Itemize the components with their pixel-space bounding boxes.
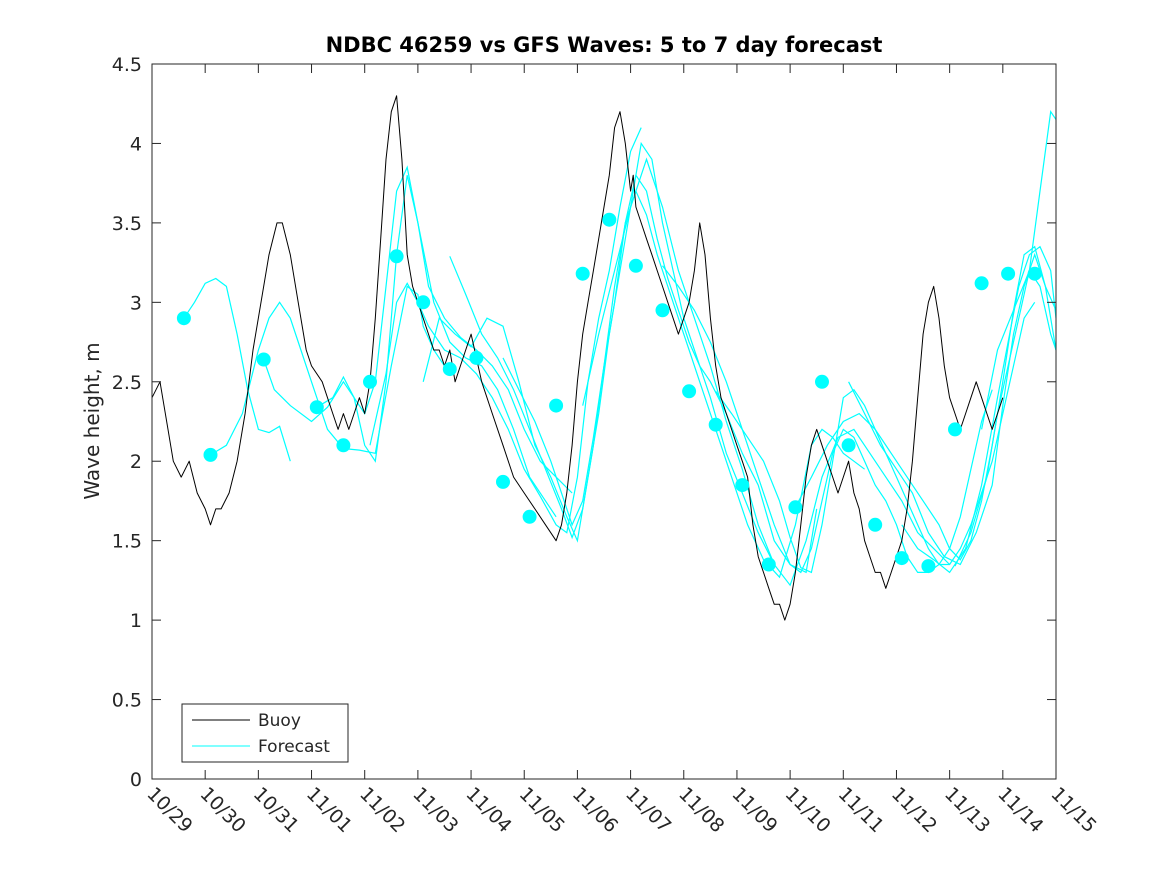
forecast-marker	[336, 438, 351, 453]
y-tick-label: 0	[130, 769, 142, 791]
forecast-line-8	[502, 189, 865, 579]
forecast-line-9	[582, 157, 951, 587]
forecast-marker	[549, 398, 564, 413]
forecast-line-2	[210, 285, 445, 456]
forecast-marker	[575, 266, 590, 281]
legend-label-forecast: Forecast	[258, 737, 330, 757]
forecast-marker	[948, 422, 962, 437]
forecast-line-12	[794, 245, 1056, 561]
forecast-marker	[628, 258, 643, 273]
forecast-marker	[1001, 266, 1016, 281]
forecast-marker	[974, 276, 989, 291]
forecast-marker	[309, 400, 324, 415]
chart-title: NDBC 46259 vs GFS Waves: 5 to 7 day fore…	[326, 33, 883, 57]
forecast-marker	[203, 447, 218, 462]
y-tick-label: 1.5	[112, 531, 142, 553]
forecast-line-7	[449, 173, 818, 574]
y-tick-label: 3.5	[112, 213, 142, 235]
forecast-marker	[442, 362, 457, 377]
forecast-line-5	[369, 127, 642, 534]
y-axis-label: Wave height, m	[80, 342, 104, 499]
forecast-marker	[389, 249, 404, 264]
y-tick-label: 2	[130, 451, 142, 473]
legend-label-buoy: Buoy	[258, 711, 301, 731]
y-tick-label: 4.5	[112, 54, 142, 76]
plot-frame	[151, 63, 1057, 780]
forecast-marker	[682, 384, 697, 399]
forecast-marker	[735, 478, 750, 493]
forecast-marker	[416, 295, 431, 310]
forecast-marker	[363, 374, 377, 389]
y-tick-label: 2.5	[112, 372, 142, 394]
y-tick-label: 4	[130, 133, 142, 155]
legend: Buoy Forecast	[181, 703, 349, 763]
legend-box	[181, 703, 349, 763]
forecast-line-1	[183, 277, 291, 462]
forecast-marker	[256, 352, 271, 367]
forecast-marker	[788, 500, 803, 515]
forecast-marker	[469, 350, 484, 365]
forecast-marker	[655, 303, 670, 318]
forecast-line-15	[954, 269, 1056, 567]
forecast-line-3	[263, 175, 573, 494]
plot-background	[152, 64, 1056, 779]
forecast-marker	[496, 474, 510, 489]
data-layer	[152, 95, 1056, 621]
forecast-marker	[894, 551, 909, 566]
forecast-marker	[176, 311, 191, 326]
y-tick-label: 3	[130, 292, 142, 314]
forecast-marker	[708, 417, 723, 432]
y-tick-label: 1	[130, 610, 142, 632]
y-tick-label: 0.5	[112, 690, 142, 712]
forecast-marker	[841, 438, 856, 453]
forecast-marker	[815, 374, 829, 389]
forecast-marker	[761, 557, 776, 572]
forecast-marker	[921, 559, 936, 574]
forecast-marker	[868, 517, 883, 532]
buoy-line	[152, 95, 1004, 621]
forecast-line-4	[316, 165, 557, 518]
forecast-marker	[602, 212, 617, 227]
forecast-line-14	[901, 245, 1056, 574]
forecast-marker	[1027, 266, 1042, 281]
forecast-marker	[522, 509, 537, 524]
y-axis: 0 0.5 1 1.5 2 2.5 3 3.5 4 4.5	[112, 54, 1056, 791]
